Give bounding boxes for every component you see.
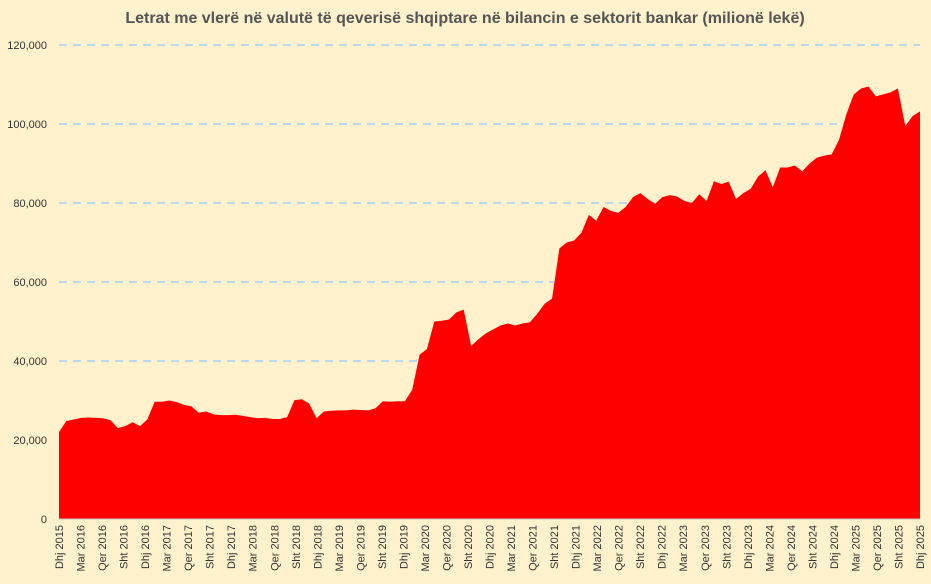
x-tick-label: Sht 2016 xyxy=(119,525,131,569)
x-tick-label: Dhj 2018 xyxy=(312,525,324,569)
x-tick-label: Dhj 2022 xyxy=(657,525,669,569)
x-tick-label: Dhj 2020 xyxy=(485,525,497,569)
x-tick-label: Qer 2016 xyxy=(97,525,109,571)
x-tick-label: Mar 2017 xyxy=(162,525,174,571)
x-tick-label: Mar 2020 xyxy=(420,525,432,571)
x-tick-label: Dhj 2024 xyxy=(829,525,841,569)
x-axis-ticks: Dhj 2015 Mar 2016 Qer 2016 Sht 2016 Dhj 2016… xyxy=(54,525,927,571)
x-tick-label: Dhj 2025 xyxy=(915,525,927,569)
x-tick-label: Sht 2019 xyxy=(377,525,389,569)
x-tick-label: Sht 2022 xyxy=(635,525,647,569)
x-tick-label: Dhj 2016 xyxy=(140,525,152,569)
y-tick-label: 120,000 xyxy=(7,40,47,52)
x-tick-label: Qer 2024 xyxy=(786,525,798,571)
plot-area xyxy=(59,86,920,519)
x-tick-label: Dhj 2023 xyxy=(743,525,755,569)
chart-title: Letrat me vlerë në valutë të qeverisë sh… xyxy=(125,10,804,27)
x-tick-label: Qer 2020 xyxy=(441,525,453,571)
x-tick-label: Sht 2021 xyxy=(549,525,561,569)
x-tick-label: Dhj 2021 xyxy=(571,525,583,569)
y-tick-label: 40,000 xyxy=(13,356,47,368)
x-tick-label: Sht 2017 xyxy=(205,525,217,569)
x-tick-label: Sht 2025 xyxy=(893,525,905,569)
y-tick-label: 60,000 xyxy=(13,277,47,289)
x-tick-label: Mar 2022 xyxy=(592,525,604,571)
y-tick-label: 20,000 xyxy=(13,435,47,447)
x-tick-label: Dhj 2019 xyxy=(398,525,410,569)
y-tick-label: 80,000 xyxy=(13,198,47,210)
x-tick-label: Dhj 2015 xyxy=(54,525,66,569)
x-tick-label: Dhj 2017 xyxy=(226,525,238,569)
series-area xyxy=(59,86,920,519)
x-tick-label: Mar 2021 xyxy=(506,525,518,571)
y-tick-label: 100,000 xyxy=(7,119,47,131)
x-tick-label: Sht 2024 xyxy=(807,525,819,569)
x-tick-label: Mar 2018 xyxy=(248,525,260,571)
x-tick-label: Qer 2017 xyxy=(183,525,195,571)
y-tick-label: 0 xyxy=(41,514,47,526)
x-tick-label: Mar 2024 xyxy=(764,525,776,571)
x-tick-label: Sht 2018 xyxy=(291,525,303,569)
x-tick-label: Mar 2019 xyxy=(334,525,346,571)
x-tick-label: Qer 2021 xyxy=(528,525,540,571)
x-tick-label: Qer 2018 xyxy=(269,525,281,571)
x-tick-label: Mar 2023 xyxy=(678,525,690,571)
x-tick-label: Qer 2023 xyxy=(700,525,712,571)
x-tick-label: Qer 2025 xyxy=(872,525,884,571)
x-tick-label: Mar 2016 xyxy=(76,525,88,571)
x-tick-label: Qer 2022 xyxy=(614,525,626,571)
x-tick-label: Sht 2020 xyxy=(463,525,475,569)
x-tick-label: Qer 2019 xyxy=(355,525,367,571)
y-axis-ticks: 0 20,000 40,000 60,000 80,000 100,000 120,000 xyxy=(7,40,47,526)
x-tick-label: Sht 2023 xyxy=(721,525,733,569)
x-tick-label: Mar 2025 xyxy=(850,525,862,571)
